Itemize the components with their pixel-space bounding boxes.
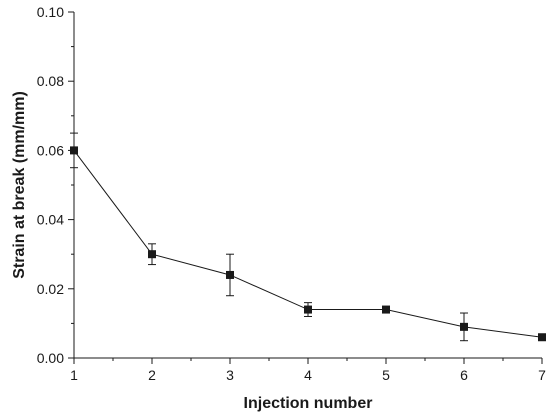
- x-tick-label: 1: [70, 367, 78, 383]
- x-tick-label: 5: [382, 367, 390, 383]
- y-tick-label: 0.06: [37, 142, 64, 158]
- data-point-marker: [148, 250, 156, 259]
- x-tick-label: 3: [226, 367, 234, 383]
- data-point-marker: [538, 333, 546, 342]
- data-point-marker: [460, 322, 468, 331]
- data-point-marker: [382, 305, 390, 314]
- x-tick-label: 2: [148, 367, 156, 383]
- y-tick-label: 0.02: [37, 281, 64, 297]
- x-tick-label: 7: [538, 367, 546, 383]
- data-point-marker: [70, 146, 78, 155]
- data-point-marker: [226, 270, 234, 279]
- y-tick-label: 0.00: [37, 350, 64, 366]
- x-ticks: 1 2 3 4 5 6 7: [70, 358, 546, 383]
- y-ticks: 0.00 0.02 0.04 0.06 0.08 0.10: [37, 4, 74, 366]
- x-tick-label: 4: [304, 367, 312, 383]
- series: [70, 132, 546, 342]
- y-axis-title: Strain at break (mm/mm): [11, 91, 28, 279]
- x-axis-title: Injection number: [244, 395, 373, 412]
- y-tick-label: 0.04: [37, 212, 64, 228]
- y-tick-label: 0.10: [37, 4, 64, 20]
- data-point-marker: [304, 305, 312, 314]
- x-tick-label: 6: [460, 367, 468, 383]
- y-tick-label: 0.08: [37, 73, 64, 89]
